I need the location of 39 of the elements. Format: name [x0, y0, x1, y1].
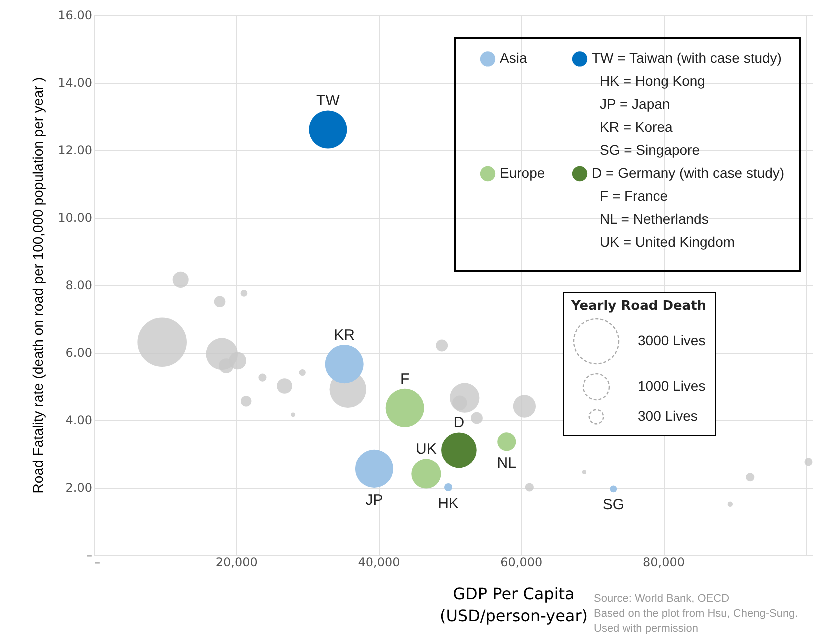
x-tick-label: 40,000: [358, 556, 400, 570]
annotation: KR: [334, 327, 356, 344]
legend-label: 1000 Lives: [638, 378, 706, 394]
y-tick-label: 16.00: [58, 8, 92, 22]
annotation: SG = Singapore: [600, 142, 700, 158]
legend-label: Asia: [500, 50, 528, 66]
y-tick-label: 14.00: [58, 76, 92, 90]
x-tick-label: 20,000: [216, 556, 258, 570]
legend-label: 300 Lives: [638, 408, 698, 424]
annotation: SG: [602, 496, 625, 514]
annotation: JP: [366, 492, 384, 509]
annotation: NL: [497, 455, 516, 472]
x-axis-title: GDP Per Capita (USD/person-year): [440, 584, 588, 626]
y-tick-label: 8.00: [66, 278, 92, 292]
x-tick-label: 80,000: [643, 556, 686, 570]
y-axis-title: Road Fatality rate (death on road per 100,000 population per year ): [30, 77, 46, 494]
annotation: UK: [416, 441, 437, 458]
annotation: D: [454, 414, 465, 432]
legend-label: D = Germany (with case study): [592, 165, 785, 181]
source-note: Source: World Bank, OECD Based on the plot from Hsu, Cheng-Sung. Used with permission: [594, 593, 798, 635]
annotation: KR = Korea: [600, 119, 673, 135]
annotation: NL = Netherlands: [600, 211, 709, 227]
annotation: HK = Hong Kong: [600, 73, 706, 89]
y-tick-label: 10.00: [58, 211, 92, 225]
annotation: F = France: [600, 188, 668, 204]
legend-label: Europe: [500, 165, 546, 181]
y-tick-label: 2.00: [66, 481, 92, 495]
annotation: UK = United Kingdom: [600, 234, 736, 250]
y-tick-label: 12.00: [58, 144, 92, 158]
y-tick-label: 6.00: [66, 346, 92, 360]
annotation: F: [400, 370, 410, 388]
legend-label: TW = Taiwan (with case study): [592, 50, 782, 66]
x-tick-label: 60,000: [500, 556, 543, 570]
annotation: HK: [438, 496, 459, 513]
annotation: JP = Japan: [600, 96, 670, 112]
y-tick-label: 4.00: [66, 414, 92, 428]
annotation: TW: [316, 92, 341, 110]
legend-label: 3000 Lives: [638, 332, 706, 348]
legend-title: Yearly Road Death: [570, 299, 707, 314]
